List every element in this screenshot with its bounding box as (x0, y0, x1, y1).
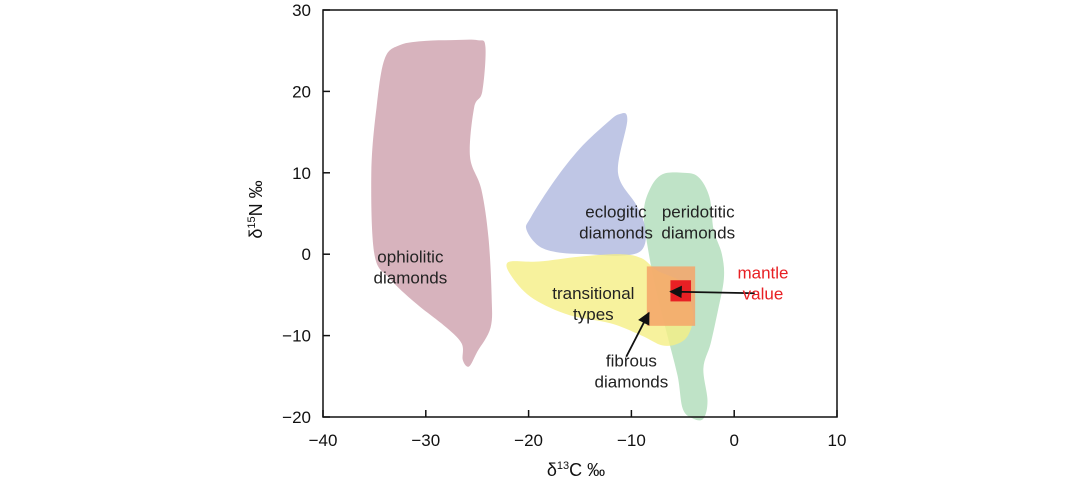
ophiolitic-region (371, 39, 493, 367)
x-tick-label: −40 (309, 431, 338, 450)
y-axis-title: δ15N ‰ (246, 180, 266, 238)
peridotitic-label: peridotitic diamonds (661, 203, 735, 243)
fibrous-diamonds-label: fibrous diamonds (595, 352, 669, 392)
y-tick-label: 0 (302, 245, 311, 264)
transitional-label: transitional types (552, 284, 634, 324)
ticks-layer: −40 −30 −20 −10 0 10 −20 −10 0 10 20 30 (282, 1, 846, 450)
y-tick-label: 30 (292, 1, 311, 20)
x-tick-label: 10 (828, 431, 847, 450)
eclogitic-region (525, 113, 647, 256)
y-tick-label: 20 (292, 82, 311, 101)
x-tick-label: −10 (617, 431, 646, 450)
mantle-value-label: mantle value (737, 264, 788, 304)
x-tick-label: 0 (729, 431, 738, 450)
eclogitic-label: eclogitic diamonds (579, 203, 653, 243)
y-tick-label: 10 (292, 164, 311, 183)
y-tick-label: −20 (282, 408, 311, 427)
y-tick-label: −10 (282, 327, 311, 346)
x-tick-label: −20 (514, 431, 543, 450)
fibrous-diamonds-arrow (625, 311, 650, 358)
ophiolitic-label: ophiolitic diamonds (374, 247, 448, 287)
x-tick-label: −30 (411, 431, 440, 450)
mantle-value-arrow (669, 285, 755, 299)
regions-layer: ophiolitic diamonds eclogitic diamondsperid… (371, 39, 735, 421)
x-axis-title: δ13C ‰ (547, 460, 605, 480)
plot-frame (322, 9, 838, 418)
annotations-layer: mantle value fibrous diamonds (595, 264, 789, 392)
